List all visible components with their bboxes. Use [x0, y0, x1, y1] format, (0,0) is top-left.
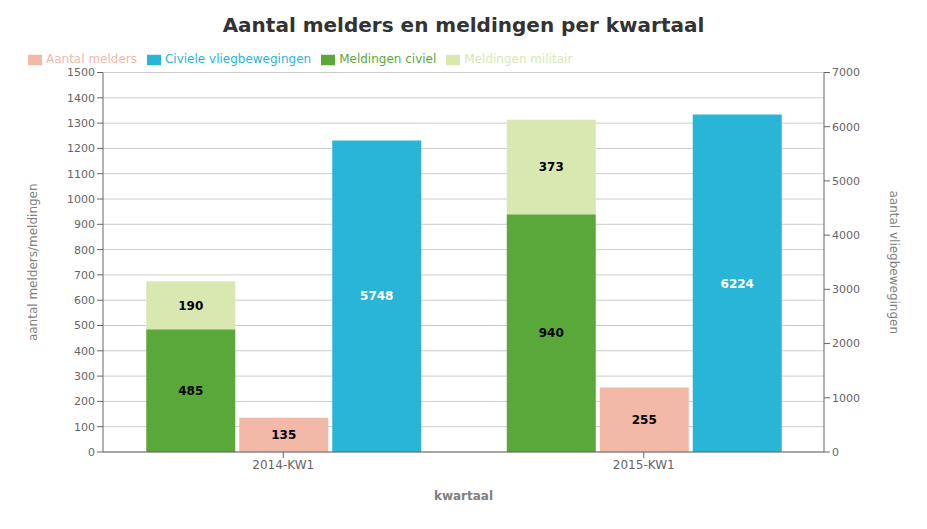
- svg-text:300: 300: [74, 370, 95, 383]
- svg-text:1000: 1000: [67, 193, 95, 206]
- svg-text:940: 940: [539, 326, 564, 340]
- html-text:Civiele vliegbewegingen: Civiele vliegbewegingen: [165, 52, 312, 66]
- svg-text:600: 600: [74, 294, 95, 307]
- svg-text:2000: 2000: [832, 337, 860, 350]
- svg-text:1200: 1200: [67, 142, 95, 155]
- svg-text:485: 485: [178, 384, 203, 398]
- svg-text:0: 0: [832, 446, 839, 459]
- html-text:Aantal melders: Aantal melders: [46, 52, 137, 66]
- svg-text:7000: 7000: [832, 66, 860, 79]
- svg-text:500: 500: [74, 319, 95, 332]
- svg-text:135: 135: [271, 428, 296, 442]
- svg-text:1400: 1400: [67, 92, 95, 105]
- svg-text:6224: 6224: [721, 277, 754, 291]
- svg-text:1500: 1500: [67, 66, 95, 79]
- svg-text:kwartaal: kwartaal: [434, 489, 493, 503]
- svg-text:900: 900: [74, 218, 95, 231]
- svg-text:373: 373: [539, 160, 564, 174]
- svg-text:2014-KW1: 2014-KW1: [252, 458, 314, 472]
- svg-text:800: 800: [74, 244, 95, 257]
- svg-text:1100: 1100: [67, 168, 95, 181]
- svg-text:1000: 1000: [832, 392, 860, 405]
- svg-text:1300: 1300: [67, 117, 95, 130]
- svg-text:5000: 5000: [832, 175, 860, 188]
- svg-text:2015-KW1: 2015-KW1: [613, 458, 675, 472]
- svg-text:190: 190: [178, 299, 203, 313]
- svg-text:0: 0: [88, 446, 95, 459]
- svg-text:100: 100: [74, 421, 95, 434]
- svg-text:4000: 4000: [832, 229, 860, 242]
- svg-text:200: 200: [74, 395, 95, 408]
- svg-text:aantal melders/meldingen: aantal melders/meldingen: [26, 183, 40, 341]
- svg-text:400: 400: [74, 345, 95, 358]
- html-text:Meldingen militair: Meldingen militair: [464, 52, 573, 66]
- html-text:Aantal melders en meldingen pe: Aantal melders en meldingen per kwartaal: [222, 13, 705, 37]
- svg-text:700: 700: [74, 269, 95, 282]
- html-text:Meldingen civiel: Meldingen civiel: [339, 52, 437, 66]
- svg-text:255: 255: [632, 413, 657, 427]
- svg-text:3000: 3000: [832, 283, 860, 296]
- svg-text:6000: 6000: [832, 121, 860, 134]
- svg-text:5748: 5748: [360, 289, 393, 303]
- svg-text:aantal vliegbewegingen: aantal vliegbewegingen: [887, 190, 901, 334]
